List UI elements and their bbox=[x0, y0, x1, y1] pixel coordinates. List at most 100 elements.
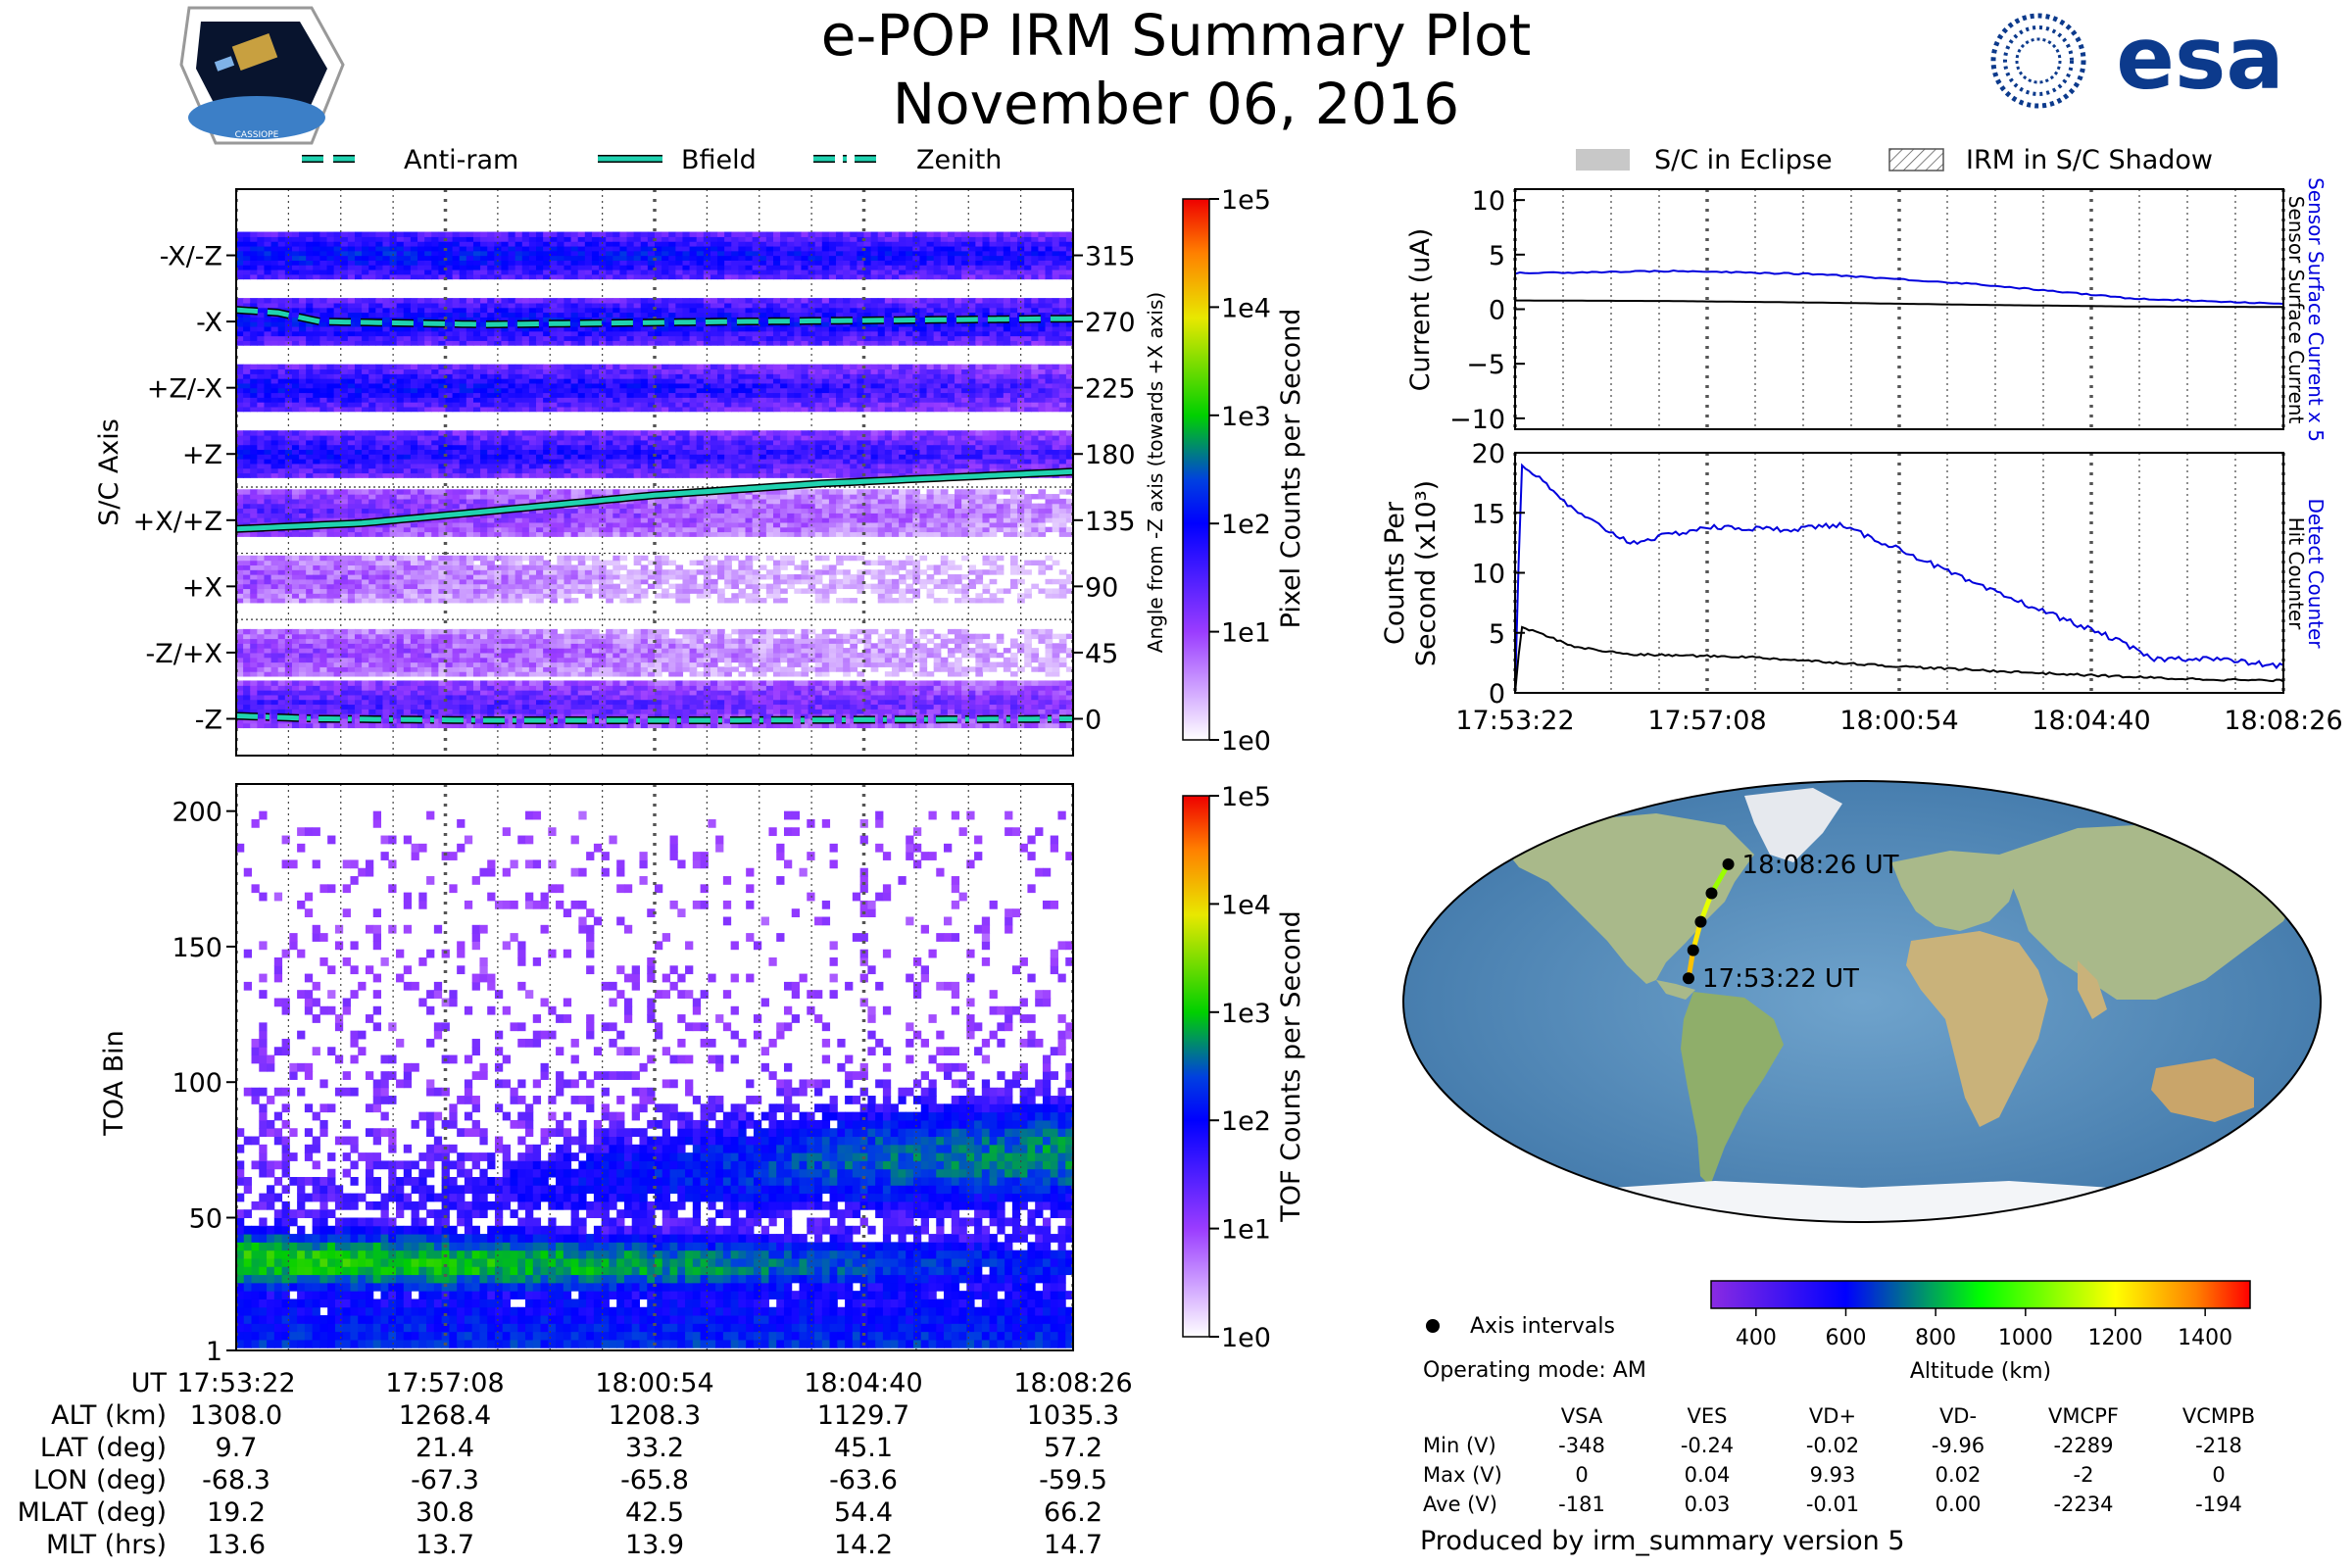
tof-colorbar-label: TOF Counts per Second bbox=[1276, 910, 1306, 1223]
altitude-colorbar: 400 600 800 1000 1200 1400 Altitude (km) bbox=[1710, 1280, 2251, 1384]
voltage-cell: -218 bbox=[2195, 1434, 2242, 1457]
pixel-colorbar-tick: 1e5 bbox=[1221, 185, 1271, 216]
current-tick-label: 0 bbox=[1489, 296, 1505, 326]
angle-tick-label: 180 bbox=[1085, 440, 1136, 470]
altitude-tick-label: 800 bbox=[1915, 1326, 1956, 1350]
curve-zenith bbox=[236, 713, 1073, 723]
ephemeris-cell: 45.1 bbox=[834, 1433, 893, 1463]
page-date: November 06, 2016 bbox=[893, 71, 1459, 137]
attitude-legend: Anti-ram Bfield Zenith bbox=[302, 145, 1002, 175]
voltage-cell: 9.93 bbox=[1810, 1463, 1856, 1487]
time-tick-label: 17:57:08 bbox=[1647, 706, 1766, 736]
ephemeris-cell: -67.3 bbox=[411, 1465, 479, 1495]
ephemeris-row-label: LAT (deg) bbox=[40, 1433, 167, 1463]
ephemeris-cell: 1308.0 bbox=[190, 1400, 282, 1431]
counts-line-1 bbox=[1514, 625, 2284, 694]
esa-logo-text: esa bbox=[2116, 8, 2283, 109]
voltage-cell: -194 bbox=[2195, 1493, 2242, 1516]
detect-counter-label: Detect Counter bbox=[2304, 499, 2328, 650]
altitude-colorbar-label: Altitude (km) bbox=[1910, 1359, 2051, 1384]
map-legend: Axis intervals Operating mode: AM bbox=[1423, 1314, 1646, 1383]
voltage-cell: -0.02 bbox=[1806, 1434, 1859, 1457]
ephemeris-cell: 18:04:40 bbox=[804, 1368, 922, 1398]
counts-tick-label: 20 bbox=[1472, 439, 1505, 469]
altitude-tick-label: 600 bbox=[1826, 1326, 1867, 1350]
angle-tick-label: 45 bbox=[1085, 639, 1118, 669]
ephemeris-cell: 1208.3 bbox=[609, 1400, 701, 1431]
sc-axis-tick-label: +X bbox=[182, 572, 222, 603]
voltage-cell: -181 bbox=[1558, 1493, 1605, 1516]
angle-tick-label: 90 bbox=[1085, 572, 1118, 603]
voltage-header: VES bbox=[1688, 1404, 1728, 1428]
toa-tick-label: 50 bbox=[189, 1203, 222, 1234]
track-end-label: 18:08:26 UT bbox=[1742, 851, 1899, 880]
sc-axis-tick-label: -X bbox=[196, 308, 222, 338]
sc-axis-label: S/C Axis bbox=[94, 418, 124, 526]
ephemeris-cell: 1035.3 bbox=[1027, 1400, 1119, 1431]
angle-tick-label: 315 bbox=[1085, 242, 1136, 272]
mission-badge-text: CASSIOPE bbox=[235, 130, 279, 140]
angle-band bbox=[236, 364, 1073, 413]
ephemeris-cell: -68.3 bbox=[202, 1465, 270, 1495]
time-tick-label: 18:00:54 bbox=[1839, 706, 1958, 736]
ephemeris-cell: 14.7 bbox=[1044, 1530, 1102, 1560]
curve-bfield bbox=[236, 468, 1073, 532]
voltage-row-label: Min (V) bbox=[1423, 1434, 1496, 1457]
ephemeris-cell: 19.2 bbox=[207, 1497, 266, 1528]
voltage-cell: 0 bbox=[2212, 1463, 2225, 1487]
voltage-header: VCMPB bbox=[2182, 1404, 2255, 1428]
legend-bfield: Bfield bbox=[681, 145, 757, 175]
voltage-cell: 0.02 bbox=[1936, 1463, 1982, 1487]
ephemeris-row-label: MLT (hrs) bbox=[46, 1530, 167, 1560]
voltage-header: VMCPF bbox=[2048, 1404, 2119, 1428]
tof-colorbar-tick: 1e0 bbox=[1221, 1323, 1271, 1353]
altitude-tick-label: 1400 bbox=[2178, 1326, 2232, 1350]
ephemeris-cell: 66.2 bbox=[1044, 1497, 1102, 1528]
pixel-colorbar-tick: 1e0 bbox=[1221, 726, 1271, 757]
tof-colorbar-tick: 1e4 bbox=[1221, 890, 1271, 920]
ephemeris-row-label: UT bbox=[131, 1368, 168, 1398]
voltage-cell: 0.04 bbox=[1685, 1463, 1731, 1487]
pixel-colorbar-tick: 1e3 bbox=[1221, 402, 1271, 432]
time-tick-label: 18:08:26 bbox=[2224, 706, 2342, 736]
pixel-colorbar-tick: 1e2 bbox=[1221, 510, 1271, 540]
time-tick-label: 18:04:40 bbox=[2032, 706, 2150, 736]
ephemeris-cell: 33.2 bbox=[625, 1433, 684, 1463]
voltage-header: VSA bbox=[1561, 1404, 1603, 1428]
toa-tick-label: 1 bbox=[206, 1337, 222, 1367]
operating-mode: Operating mode: AM bbox=[1423, 1358, 1646, 1383]
altitude-tick-label: 1000 bbox=[1998, 1326, 2053, 1350]
curve-anti-ram bbox=[236, 307, 1073, 327]
counts-axis-label-2: Second (x10³) bbox=[1411, 480, 1442, 666]
current-line-1 bbox=[1515, 299, 2283, 309]
track-point bbox=[1694, 915, 1707, 928]
ephemeris-cell: 21.4 bbox=[416, 1433, 474, 1463]
voltage-cell: -2234 bbox=[2053, 1493, 2113, 1516]
tof-colorbar-tick: 1e3 bbox=[1221, 999, 1271, 1029]
voltage-header: VD+ bbox=[1809, 1404, 1856, 1428]
current-tick-label: −5 bbox=[1466, 350, 1505, 380]
ephemeris-row-label: LON (deg) bbox=[33, 1465, 167, 1495]
shadow-legend: S/C in Eclipse IRM in S/C Shadow bbox=[1576, 145, 2213, 175]
tof-colorbar-tick: 1e1 bbox=[1221, 1215, 1271, 1246]
esa-logo: esa bbox=[1990, 8, 2284, 109]
ephemeris-cell: 17:57:08 bbox=[385, 1368, 504, 1398]
voltage-cell: -0.24 bbox=[1681, 1434, 1734, 1457]
angle-band bbox=[236, 231, 1073, 280]
current-line-0 bbox=[1514, 269, 2284, 305]
pixel-colorbar-tick: 1e4 bbox=[1221, 293, 1271, 323]
pixel-colorbar: 1e0 1e1 1e2 1e3 1e4 1e5 Pixel Counts per Seco… bbox=[1182, 185, 1306, 757]
pixel-heatmap bbox=[236, 231, 1073, 729]
voltage-cell: 0.00 bbox=[1936, 1493, 1982, 1516]
ephemeris-row-label: MLAT (deg) bbox=[18, 1497, 167, 1528]
counts-tick-label: 0 bbox=[1489, 679, 1505, 710]
toa-tick-label: 100 bbox=[172, 1068, 222, 1099]
time-tick-label: 17:53:22 bbox=[1455, 706, 1574, 736]
voltage-header: VD- bbox=[1939, 1404, 1977, 1428]
ephemeris-row-label: ALT (km) bbox=[51, 1400, 167, 1431]
toa-tick-label: 150 bbox=[172, 933, 222, 963]
ephemeris-cell: -65.8 bbox=[620, 1465, 689, 1495]
sc-axis-tick-label: +Z/-X bbox=[147, 374, 222, 405]
voltage-table: VSA VES VD+ VD- VMCPF VCMPB Min (V) -348 -0.24 -0… bbox=[1423, 1404, 2255, 1516]
